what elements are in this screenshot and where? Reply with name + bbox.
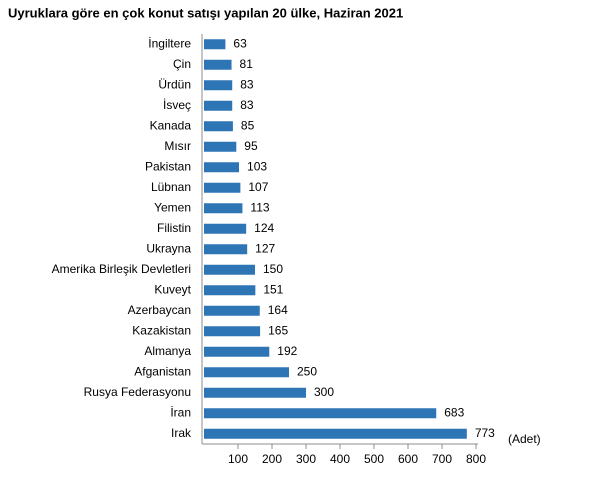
y-tick-label: Filistin <box>157 221 191 235</box>
value-label: 103 <box>247 159 267 173</box>
value-label: 127 <box>255 241 275 255</box>
value-label: 81 <box>240 57 254 71</box>
y-tick-label: Irak <box>171 426 192 440</box>
bar <box>204 264 255 275</box>
y-tick-label: İngiltere <box>148 36 191 50</box>
y-tick-label: Çin <box>173 57 191 71</box>
y-tick-label: Yemen <box>154 200 191 214</box>
value-label: 192 <box>277 344 297 358</box>
x-tick-label: 100 <box>228 452 248 466</box>
bar <box>204 223 247 234</box>
y-tick-label: Kanada <box>150 118 192 132</box>
y-tick-label: Pakistan <box>145 159 191 173</box>
y-tick-label: Lübnan <box>151 180 191 194</box>
bar <box>204 367 289 378</box>
bar <box>204 305 260 316</box>
bar <box>204 387 306 398</box>
x-tick-label: 300 <box>296 452 316 466</box>
bar <box>204 39 226 50</box>
y-tick-label: İran <box>170 405 191 419</box>
x-tick-label: 800 <box>466 452 486 466</box>
value-label: 151 <box>263 282 283 296</box>
value-label: 165 <box>268 323 288 337</box>
value-label: 300 <box>314 385 334 399</box>
value-label: 85 <box>241 118 255 132</box>
bar <box>204 182 241 193</box>
y-tick-label: Ürdün <box>158 77 191 91</box>
y-tick-label: İsveç <box>163 98 191 112</box>
value-label: 683 <box>444 405 464 419</box>
bar <box>204 326 261 337</box>
value-label: 95 <box>244 139 258 153</box>
x-tick-label: 400 <box>330 452 350 466</box>
y-tick-label: Amerika Birleşik Devletleri <box>52 262 191 276</box>
bar <box>204 244 248 255</box>
value-label: 63 <box>233 36 247 50</box>
value-label: 113 <box>250 200 269 214</box>
y-tick-label: Ukrayna <box>146 241 191 255</box>
y-tick-label: Afganistan <box>134 364 191 378</box>
y-tick-label: Mısır <box>164 139 191 153</box>
y-tick-label: Kuveyt <box>154 282 191 296</box>
value-label: 773 <box>475 426 495 440</box>
bar <box>204 408 437 419</box>
value-label: 150 <box>263 262 283 276</box>
value-label: 83 <box>240 77 254 91</box>
bar <box>204 80 233 91</box>
bar <box>204 285 256 296</box>
chart-title: Uyruklara göre en çok konut satışı yapıl… <box>8 5 403 20</box>
value-label: 250 <box>297 364 317 378</box>
x-tick-label: 600 <box>398 452 418 466</box>
bar <box>204 100 233 111</box>
bar <box>204 346 270 357</box>
value-label: 124 <box>254 221 274 235</box>
x-axis-label: (Adet) <box>508 432 541 446</box>
value-label: 164 <box>268 303 288 317</box>
bar <box>204 59 232 70</box>
x-tick-label: 700 <box>432 452 452 466</box>
y-tick-label: Kazakistan <box>132 323 191 337</box>
x-tick-label: 500 <box>364 452 384 466</box>
y-tick-label: Rusya Federasyonu <box>84 385 191 399</box>
bar <box>204 141 237 152</box>
value-label: 83 <box>240 98 254 112</box>
value-label: 107 <box>248 180 268 194</box>
bar <box>204 162 240 173</box>
bar <box>204 428 467 439</box>
y-tick-label: Azerbaycan <box>128 303 191 317</box>
bar <box>204 121 233 132</box>
bar <box>204 203 243 214</box>
y-tick-label: Almanya <box>144 344 191 358</box>
x-tick-label: 200 <box>262 452 282 466</box>
